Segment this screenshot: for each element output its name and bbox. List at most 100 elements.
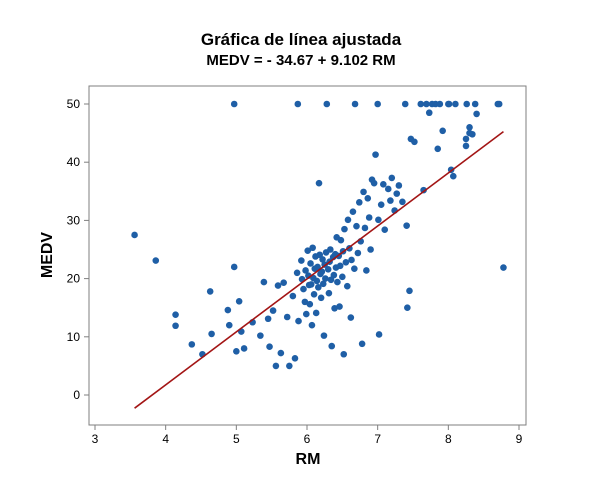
data-point bbox=[344, 216, 352, 224]
data-point bbox=[309, 244, 316, 252]
data-point bbox=[280, 279, 287, 286]
data-point bbox=[434, 145, 442, 153]
data-point bbox=[406, 287, 413, 295]
data-point bbox=[377, 201, 385, 208]
data-point bbox=[283, 313, 291, 321]
data-point bbox=[417, 100, 425, 108]
x-tick-label: 3 bbox=[92, 432, 99, 446]
chart-subtitle: MEDV = - 34.67 + 9.102 RM bbox=[206, 52, 396, 69]
data-point bbox=[423, 100, 430, 108]
data-point bbox=[302, 267, 309, 274]
data-point bbox=[295, 317, 302, 325]
data-point bbox=[384, 185, 392, 193]
data-point bbox=[312, 309, 320, 317]
data-point bbox=[235, 297, 243, 305]
data-point bbox=[336, 262, 344, 270]
data-point bbox=[401, 100, 409, 108]
data-point bbox=[328, 342, 336, 350]
data-point bbox=[172, 322, 179, 330]
data-point bbox=[257, 332, 264, 339]
data-point bbox=[277, 349, 285, 357]
data-point bbox=[403, 222, 410, 229]
x-tick-label: 8 bbox=[445, 432, 452, 446]
data-point bbox=[351, 100, 359, 108]
data-point bbox=[374, 100, 381, 108]
y-tick-label: 50 bbox=[67, 97, 81, 111]
data-point bbox=[319, 280, 327, 288]
x-tick-label: 5 bbox=[233, 432, 240, 446]
data-point bbox=[375, 216, 382, 224]
y-tick-label: 30 bbox=[67, 213, 81, 227]
data-point bbox=[306, 300, 314, 308]
data-point bbox=[269, 307, 277, 314]
data-point bbox=[308, 321, 316, 329]
x-tick-label: 9 bbox=[516, 432, 523, 446]
data-point bbox=[380, 181, 387, 188]
data-point bbox=[317, 294, 325, 302]
data-point bbox=[230, 100, 238, 108]
data-point bbox=[208, 330, 215, 338]
fit-line-layer bbox=[134, 131, 504, 409]
data-point bbox=[206, 288, 214, 295]
data-point bbox=[337, 236, 345, 244]
data-point bbox=[358, 340, 366, 348]
data-point bbox=[342, 259, 350, 266]
data-point bbox=[466, 123, 473, 131]
data-point bbox=[370, 179, 378, 187]
data-point bbox=[233, 348, 240, 355]
data-point bbox=[340, 350, 348, 358]
data-point bbox=[381, 226, 389, 234]
chart-title: Gráfica de línea ajustada bbox=[200, 30, 402, 49]
data-point bbox=[315, 284, 322, 291]
data-point bbox=[355, 199, 363, 206]
data-point bbox=[300, 285, 307, 293]
data-point bbox=[319, 256, 326, 263]
data-point bbox=[294, 100, 302, 108]
data-point bbox=[364, 194, 372, 202]
data-point bbox=[404, 304, 411, 312]
data-point bbox=[314, 263, 321, 271]
data-point bbox=[462, 142, 470, 150]
data-point bbox=[351, 265, 358, 273]
data-point bbox=[347, 314, 355, 321]
data-point bbox=[315, 179, 323, 187]
data-point bbox=[363, 267, 370, 274]
x-axis: 3 4 5 6 7 8 9 bbox=[92, 425, 523, 446]
data-point bbox=[348, 256, 355, 264]
data-point bbox=[298, 257, 305, 264]
y-tick-label: 40 bbox=[67, 155, 81, 169]
y-axis-label: MEDV bbox=[39, 232, 56, 279]
data-point bbox=[289, 292, 297, 300]
data-point bbox=[291, 355, 299, 362]
y-axis: 0 10 20 30 40 50 bbox=[67, 97, 89, 402]
data-point bbox=[395, 182, 403, 189]
data-point bbox=[353, 222, 360, 230]
data-point bbox=[260, 278, 268, 286]
data-point bbox=[274, 282, 282, 289]
data-point bbox=[322, 275, 329, 282]
data-point bbox=[302, 310, 310, 318]
data-point bbox=[152, 257, 160, 264]
data-point bbox=[266, 343, 273, 350]
data-point bbox=[462, 135, 470, 143]
data-point bbox=[471, 100, 479, 108]
data-point bbox=[360, 188, 367, 196]
data-point bbox=[336, 303, 343, 310]
data-point bbox=[224, 306, 232, 314]
data-point bbox=[495, 100, 503, 108]
data-point bbox=[439, 127, 446, 135]
data-point bbox=[272, 362, 280, 370]
data-point bbox=[393, 190, 401, 197]
data-point bbox=[323, 100, 331, 108]
data-point bbox=[463, 100, 471, 108]
data-point bbox=[372, 151, 379, 158]
data-point bbox=[225, 321, 233, 329]
data-point bbox=[188, 341, 196, 348]
data-point bbox=[387, 197, 394, 204]
data-point bbox=[320, 332, 328, 339]
data-point bbox=[452, 100, 459, 108]
data-point bbox=[466, 129, 473, 137]
x-tick-label: 4 bbox=[162, 432, 169, 446]
data-point bbox=[388, 174, 396, 182]
